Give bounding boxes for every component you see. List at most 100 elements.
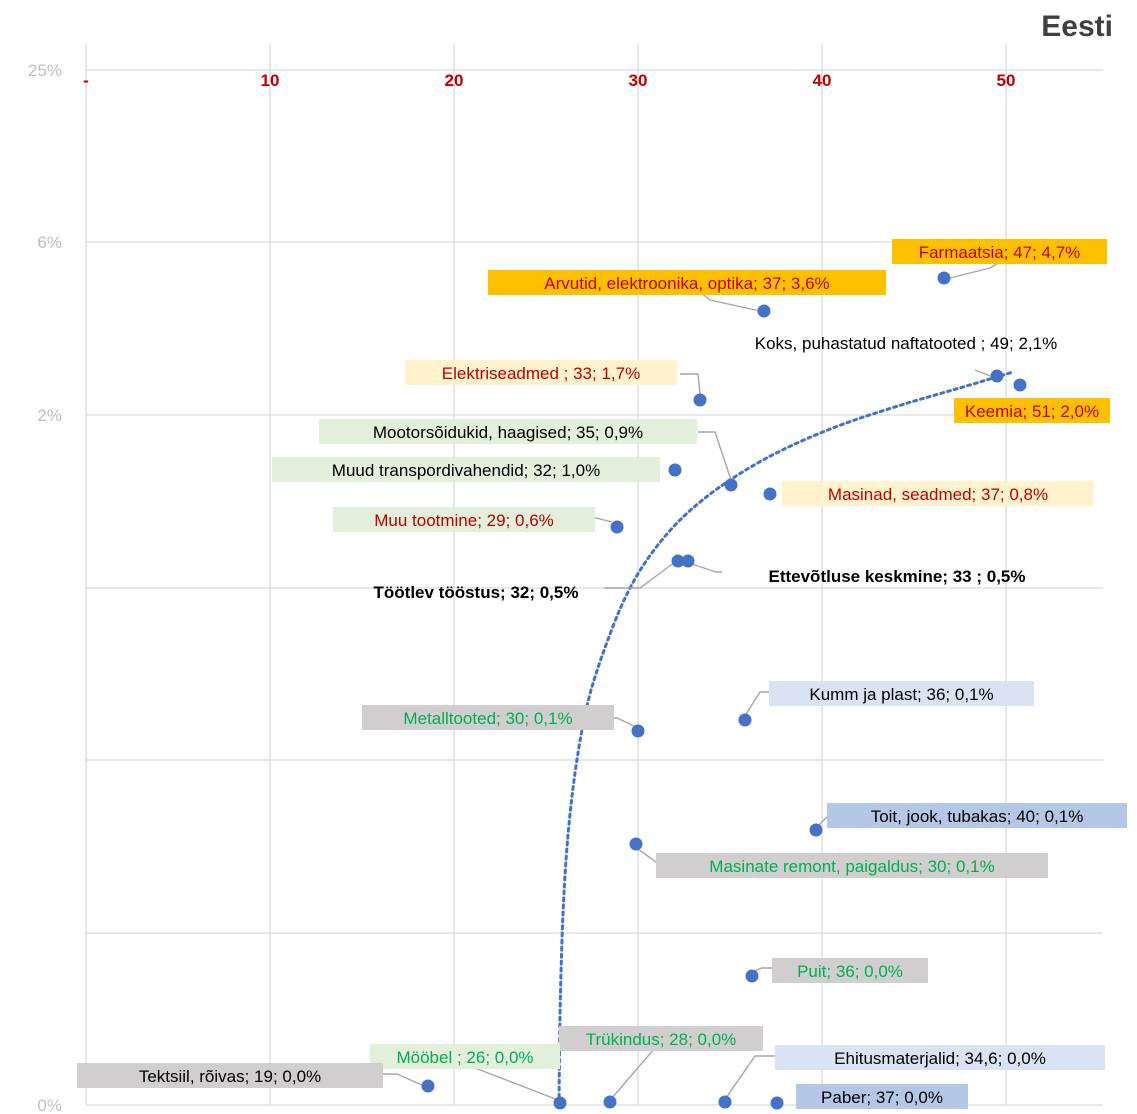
data-label-background: [775, 1045, 1105, 1070]
data-label: Ettevõtluse keskmine; 33 ; 0,5%: [768, 567, 1025, 586]
data-label: Tektsiil, rõivas; 19; 0,0%: [77, 1063, 383, 1088]
x-tick-label: 20: [445, 71, 464, 90]
y-tick-label: 6%: [37, 233, 62, 252]
data-label-text: Muud transpordivahendid; 32; 1,0%: [332, 461, 600, 480]
leader-line: [698, 431, 732, 481]
data-point: [421, 1079, 435, 1093]
data-label: Arvutid, elektroonika, optika; 37; 3,6%: [488, 270, 886, 295]
data-point: [603, 1095, 617, 1109]
leader-line: [383, 1073, 425, 1087]
data-point: [629, 837, 643, 851]
data-point: [757, 304, 771, 318]
data-label: Trükindus; 28; 0,0%: [559, 1026, 763, 1051]
leader-line: [469, 1065, 559, 1101]
data-point: [770, 1096, 784, 1110]
data-label-background: [656, 853, 1048, 878]
data-label: Mootorsõidukid, haagised; 35; 0,9%: [319, 419, 697, 444]
data-label-text: Mootorsõidukid, haagised; 35; 0,9%: [373, 423, 643, 442]
x-tick-label: 40: [813, 71, 832, 90]
data-label: Keemia; 51; 2,0%: [954, 398, 1110, 423]
data-label-text: Mööbel ; 26; 0,0%: [396, 1048, 533, 1067]
data-label-background: [769, 681, 1034, 706]
data-label: Paber; 37; 0,0%: [796, 1084, 968, 1109]
data-label-text: Arvutid, elektroonika, optika; 37; 3,6%: [544, 274, 829, 293]
data-label-background: [319, 419, 697, 444]
data-label-text: Masinad, seadmed; 37; 0,8%: [828, 485, 1048, 504]
leader-line: [974, 369, 991, 377]
data-label-text: Muu tootmine; 29; 0,6%: [374, 511, 554, 530]
data-label-background: [405, 360, 677, 385]
data-label-background: [892, 239, 1107, 264]
data-label: Muud transpordivahendid; 32; 1,0%: [272, 457, 660, 482]
data-label-background: [362, 705, 614, 730]
y-tick-label: 2%: [37, 406, 62, 425]
data-label-background: [772, 958, 928, 983]
data-label-background: [272, 457, 660, 482]
data-label-background: [370, 1044, 560, 1069]
data-label: Elektriseadmed ; 33; 1,7%: [405, 360, 677, 385]
leader-lines: [383, 261, 1001, 1101]
x-tick-label: 30: [629, 71, 648, 90]
data-point: [809, 823, 823, 837]
data-label: Mööbel ; 26; 0,0%: [370, 1044, 560, 1069]
data-label-text: Elektriseadmed ; 33; 1,7%: [442, 364, 640, 383]
leader-line: [949, 261, 1001, 279]
data-label-background: [77, 1063, 383, 1088]
axes: - 10 20 30 40 50 25% 6% 2% 0%: [28, 61, 1015, 1114]
data-label-text: Toit, jook, tubakas; 40; 0,1%: [871, 807, 1084, 826]
data-label: Töötlev tööstus; 32; 0,5%: [374, 583, 579, 602]
data-label-text: Ettevõtluse keskmine; 33 ; 0,5%: [768, 567, 1025, 586]
x-tick-label: 50: [997, 71, 1016, 90]
data-points: [421, 271, 1027, 1110]
data-point: [763, 487, 777, 501]
data-label-text: Kumm ja plast; 36; 0,1%: [809, 685, 993, 704]
data-label-text: Farmaatsia; 47; 4,7%: [919, 243, 1081, 262]
data-label: Koks, puhastatud naftatooted ; 49; 2,1%: [755, 334, 1057, 353]
data-label-text: Töötlev tööstus; 32; 0,5%: [374, 583, 579, 602]
data-label-text: Ehitusmaterjalid; 34,6; 0,0%: [834, 1049, 1046, 1068]
data-labels: Farmaatsia; 47; 4,7% Arvutid, elektroonik…: [77, 239, 1127, 1109]
data-point: [668, 463, 682, 477]
data-label: Farmaatsia; 47; 4,7%: [892, 239, 1107, 264]
leader-line: [691, 563, 722, 573]
leader-line: [614, 717, 635, 727]
leader-line: [604, 561, 676, 589]
data-label: Ehitusmaterjalid; 34,6; 0,0%: [775, 1045, 1105, 1070]
data-label-text: Paber; 37; 0,0%: [821, 1088, 943, 1107]
data-label-background: [954, 398, 1110, 423]
data-label-text: Puit; 36; 0,0%: [797, 962, 903, 981]
data-label: Puit; 36; 0,0%: [772, 958, 928, 983]
y-tick-label: 25%: [28, 61, 62, 80]
leader-line: [744, 691, 769, 717]
data-point: [937, 271, 951, 285]
data-point: [990, 369, 1004, 383]
data-point: [1013, 378, 1027, 392]
data-point: [631, 724, 645, 738]
data-label-text: Metalltooted; 30; 0,1%: [403, 709, 572, 728]
leader-line: [680, 373, 701, 395]
data-label: Toit, jook, tubakas; 40; 0,1%: [827, 803, 1127, 828]
data-label: Kumm ja plast; 36; 0,1%: [769, 681, 1034, 706]
data-label-background: [796, 1084, 968, 1109]
data-label: Masinad, seadmed; 37; 0,8%: [782, 481, 1094, 506]
data-point: [718, 1095, 732, 1109]
data-point: [724, 478, 738, 492]
data-point: [738, 713, 752, 727]
data-label-text: Trükindus; 28; 0,0%: [586, 1030, 737, 1049]
data-label-background: [559, 1026, 763, 1051]
chart-title: Eesti: [1041, 10, 1113, 43]
data-label: Masinate remont, paigaldus; 30; 0,1%: [656, 853, 1048, 878]
data-label-text: Masinate remont, paigaldus; 30; 0,1%: [709, 857, 994, 876]
data-point: [553, 1096, 567, 1110]
data-point: [693, 393, 707, 407]
data-label-background: [488, 270, 886, 295]
data-point: [745, 969, 759, 983]
data-label-background: [827, 803, 1127, 828]
leader-line: [593, 517, 613, 523]
data-point: [610, 520, 624, 534]
leader-line: [611, 1041, 661, 1099]
data-label-text: Koks, puhastatud naftatooted ; 49; 2,1%: [755, 334, 1057, 353]
leader-line: [725, 1055, 775, 1099]
y-tick-label: 0%: [37, 1096, 62, 1114]
